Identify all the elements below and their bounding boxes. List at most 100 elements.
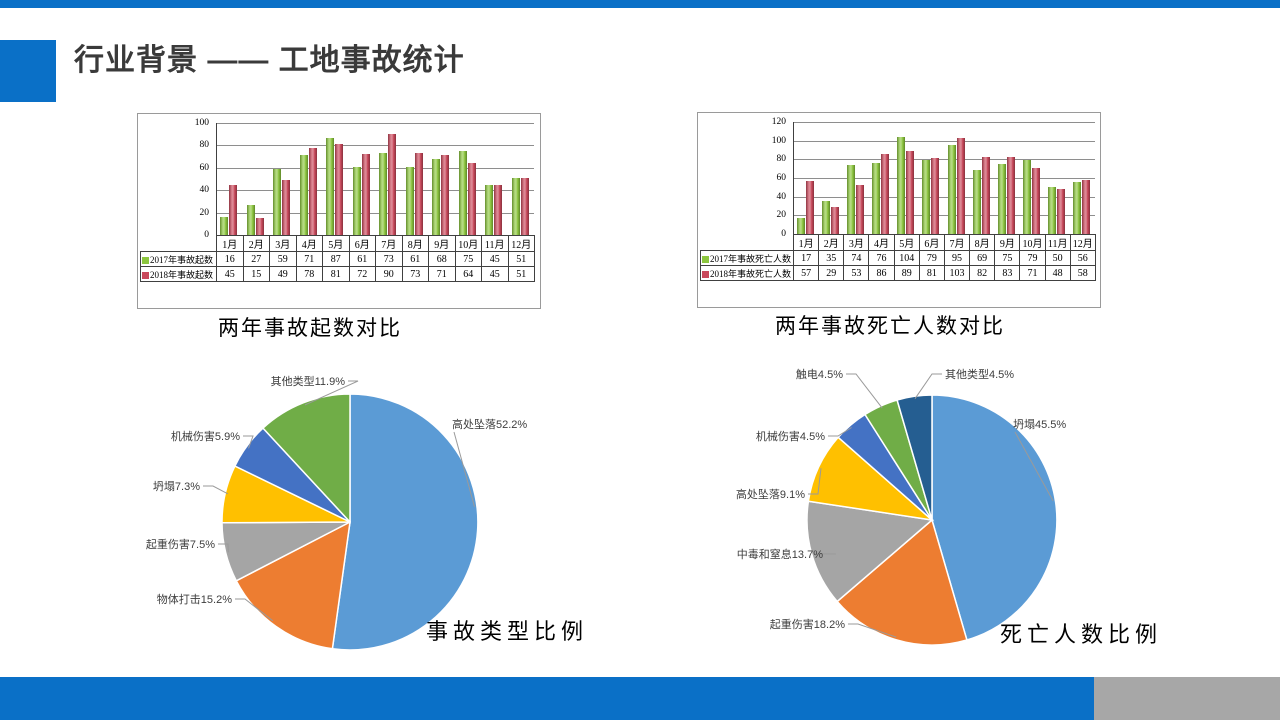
value-cell: 45 <box>481 266 509 282</box>
bar <box>1073 181 1082 234</box>
pie-slice <box>261 393 351 524</box>
value-cell: 59 <box>269 251 297 267</box>
value-cell: 16 <box>216 251 244 267</box>
bar <box>881 153 890 234</box>
value-cell: 50 <box>1044 250 1071 266</box>
value-cell: 69 <box>969 250 996 266</box>
bar <box>405 166 414 235</box>
bar <box>947 145 956 234</box>
legend-swatch <box>702 270 709 278</box>
month-cell: 2月 <box>818 234 845 251</box>
pie-slice <box>331 393 479 651</box>
value-cell: 73 <box>401 266 429 282</box>
bar <box>805 180 814 234</box>
bar <box>335 144 344 235</box>
y-axis-label: 120 <box>771 117 786 127</box>
value-cell: 95 <box>943 250 971 266</box>
gridline <box>216 212 534 214</box>
legend-cell: 2018年事故起数 <box>140 266 217 282</box>
leader-line <box>1014 431 1054 502</box>
pie-chart-accident-types: 高处坠落52.2% 物体打击15.2% 起重伤害7.5% 坍塌7.3% 机械伤害5.9%… <box>146 374 527 651</box>
bar <box>1082 179 1091 234</box>
month-cell: 5月 <box>893 234 920 251</box>
gridline <box>793 178 1095 179</box>
month-cell: 11月 <box>1044 234 1071 251</box>
bar <box>299 155 308 235</box>
y-axis-label: 20 <box>776 210 787 221</box>
pie-label: 高处坠落9.1% <box>736 487 805 501</box>
month-cell: 3月 <box>269 235 297 252</box>
bar <box>830 206 839 234</box>
bar <box>485 184 494 235</box>
gridline <box>793 215 1095 217</box>
bar <box>972 169 981 234</box>
bar <box>1057 189 1066 234</box>
month-cell: 10月 <box>454 235 482 252</box>
pie-slice <box>235 520 351 650</box>
value-cell: 68 <box>428 251 456 267</box>
value-cell: 15 <box>242 266 270 282</box>
bar <box>997 164 1006 234</box>
caption-accident-counts: 两年事故起数对比 <box>218 316 402 340</box>
pie-label: 坍塌7.3% <box>153 479 200 493</box>
bar <box>388 134 397 235</box>
bar <box>308 147 317 235</box>
gridline <box>216 167 534 169</box>
value-cell: 81 <box>322 266 350 282</box>
bar <box>931 158 940 234</box>
bar <box>467 163 476 235</box>
y-axis-label: 100 <box>194 118 209 128</box>
month-cell: 6月 <box>348 235 376 252</box>
data-table: 1月 2月 3月 4月 5月 6月 7月 8月 9月 10月 11月 12月 2017年事故死亡人数 17… <box>700 234 1096 281</box>
y-axis-label: 40 <box>199 185 210 196</box>
leader-line <box>218 543 229 553</box>
month-cell: 12月 <box>507 235 535 252</box>
month-cell: 11月 <box>481 235 509 252</box>
bar <box>246 204 255 235</box>
value-cell: 79 <box>1019 250 1046 266</box>
leader-line <box>808 468 822 495</box>
value-cell: 35 <box>818 250 845 266</box>
value-cell: 81 <box>918 265 945 281</box>
y-axis-label: 0 <box>781 229 786 239</box>
legend-swatch <box>702 255 709 263</box>
bar <box>1048 187 1057 234</box>
legend-swatch <box>142 256 149 264</box>
gridline <box>216 123 534 124</box>
month-cell: 7月 <box>943 234 971 251</box>
value-cell: 82 <box>969 265 996 281</box>
y-axis-line <box>793 122 794 234</box>
bar <box>846 164 855 234</box>
month-cell: 12月 <box>1069 234 1096 251</box>
month-cell: 8月 <box>401 235 429 252</box>
bar <box>255 218 264 235</box>
legend-cell: 2018年事故死亡人数 <box>700 265 794 281</box>
month-cell: 1月 <box>216 235 244 252</box>
leader-line <box>453 431 475 507</box>
pie-slice <box>806 500 934 603</box>
bar <box>458 151 467 235</box>
value-cell: 45 <box>216 266 244 282</box>
pie-slice <box>931 394 1058 641</box>
pie-label: 高处坠落52.2% <box>452 417 527 431</box>
value-cell: 56 <box>1069 250 1096 266</box>
month-cell: 4月 <box>295 235 323 252</box>
pie-chart-death-ratio: 坍塌45.5% 起重伤害18.2% 中毒和窒息13.7% 高处坠落9.1% 机械伤害4.… <box>736 367 1066 646</box>
blank-cell <box>141 236 217 252</box>
value-cell: 75 <box>994 250 1021 266</box>
value-cell: 86 <box>868 265 895 281</box>
footer-accent-bar <box>0 677 1094 720</box>
value-cell: 71 <box>1019 265 1046 281</box>
gridline <box>793 140 1095 142</box>
month-cell: 4月 <box>868 234 895 251</box>
leader-line <box>243 435 254 449</box>
value-cell: 90 <box>375 266 403 282</box>
value-cell: 17 <box>792 250 820 266</box>
legend-swatch <box>142 271 149 279</box>
y-axis-label: 0 <box>204 230 209 240</box>
title-accent-square <box>0 40 56 102</box>
gridline <box>793 196 1095 198</box>
bar <box>282 180 291 235</box>
bar <box>821 201 830 234</box>
bar <box>796 218 805 234</box>
